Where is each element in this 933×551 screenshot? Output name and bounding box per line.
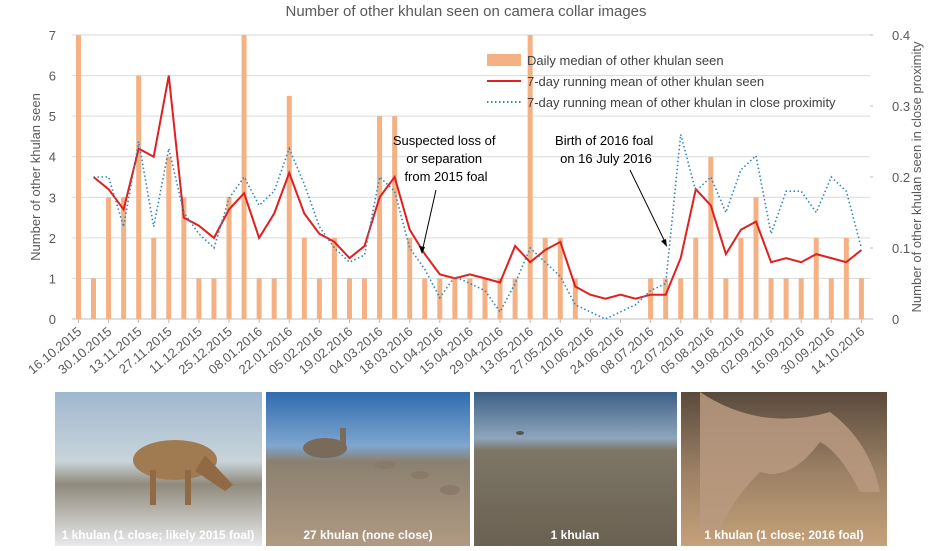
y-tick-label: 7 <box>49 28 56 43</box>
bar <box>302 238 307 319</box>
bar <box>754 197 759 319</box>
chart-title: Number of other khulan seen on camera co… <box>285 3 646 20</box>
legend-swatch <box>487 54 521 66</box>
bar <box>317 278 322 319</box>
y-tick-label: 6 <box>49 69 56 84</box>
photo-caption: 1 khulan <box>551 528 600 542</box>
y2-axis-label: Number of other khulan seen in close pro… <box>909 41 924 312</box>
bar <box>242 35 247 319</box>
photo-caption: 1 khulan (1 close; likely 2015 foal) <box>62 528 255 542</box>
bar <box>723 278 728 319</box>
annotation: Birth of 2016 foal on 16 July 2016 <box>555 133 657 166</box>
bar <box>452 278 457 319</box>
y-tick-label: 3 <box>49 190 56 205</box>
bar <box>106 197 111 319</box>
figure: Number of other khulan seen on camera co… <box>0 0 933 546</box>
photo: 1 khulan (1 close; 2016 foal) <box>681 392 887 546</box>
y2-tick-label: 0.4 <box>892 28 910 43</box>
annotation-line: or separation <box>406 151 482 166</box>
annotation-line: on 16 July 2016 <box>560 151 652 166</box>
bar <box>784 278 789 319</box>
bar <box>482 278 487 319</box>
y2-tick-label: 0.1 <box>892 241 910 256</box>
bar <box>121 197 126 319</box>
y-tick-label: 5 <box>49 109 56 124</box>
bar <box>166 157 171 319</box>
photo-caption: 27 khulan (none close) <box>303 528 432 542</box>
annotation: Suspected loss of or separation from 201… <box>393 133 499 184</box>
plot: 0123456700.10.20.30.416.10.201530.10.201… <box>25 28 910 377</box>
photo: 1 khulan (1 close; likely 2015 foal) <box>55 392 262 546</box>
bar <box>151 238 156 319</box>
y-tick-label: 0 <box>49 312 56 327</box>
annotation-line: from 2015 foal <box>404 169 487 184</box>
annotation-arrowhead <box>661 239 667 247</box>
bar <box>76 35 81 319</box>
bar <box>799 278 804 319</box>
y-tick-label: 2 <box>49 231 56 246</box>
legend-label: Daily median of other khulan seen <box>527 53 724 68</box>
bar <box>738 238 743 319</box>
annotation-line: Birth of 2016 foal <box>555 133 653 148</box>
bar <box>844 238 849 319</box>
bar <box>362 278 367 319</box>
bar <box>829 278 834 319</box>
bar <box>693 238 698 319</box>
bar <box>272 278 277 319</box>
y-tick-label: 1 <box>49 271 56 286</box>
bar <box>227 197 232 319</box>
bar <box>498 278 503 319</box>
bar <box>814 238 819 319</box>
y-axis-label: Number of other khulan seen <box>28 93 43 261</box>
bar <box>708 157 713 319</box>
legend-label: 7-day running mean of other khulan in cl… <box>527 95 836 110</box>
bar <box>859 278 864 319</box>
annotation-line: Suspected loss of <box>393 133 496 148</box>
bar <box>211 278 216 319</box>
bar <box>377 116 382 319</box>
y-tick-label: 4 <box>49 150 56 165</box>
y2-tick-label: 0 <box>892 312 899 327</box>
y2-tick-label: 0.2 <box>892 170 910 185</box>
bar <box>136 76 141 319</box>
photo-caption: 1 khulan (1 close; 2016 foal) <box>704 528 863 542</box>
photo: 27 khulan (none close) <box>266 392 470 546</box>
annotation-arrow <box>630 170 666 244</box>
bar <box>196 278 201 319</box>
bar <box>769 278 774 319</box>
bar <box>91 278 96 319</box>
bar <box>347 278 352 319</box>
y2-tick-label: 0.3 <box>892 99 910 114</box>
annotation-arrow <box>422 190 436 252</box>
bar <box>422 278 427 319</box>
bar <box>257 278 262 319</box>
bar <box>648 278 653 319</box>
bar <box>287 96 292 319</box>
photo: 1 khulan <box>474 392 677 546</box>
bar <box>678 278 683 319</box>
legend-label: 7-day running mean of other khulan seen <box>527 74 764 89</box>
